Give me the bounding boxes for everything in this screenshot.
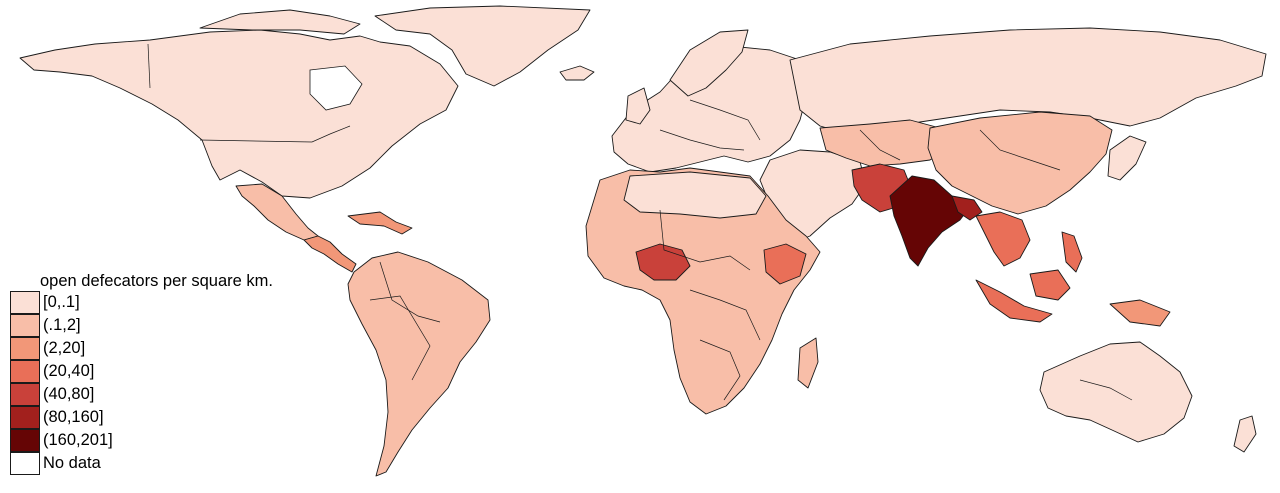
legend-label: (40,80] <box>43 385 95 403</box>
region-iceland <box>559 65 595 81</box>
legend-item: [0,.1] <box>10 291 350 314</box>
legend-label: (.1,2] <box>43 316 81 334</box>
land-layer <box>19 5 1267 477</box>
legend-label: (2,20] <box>43 339 86 357</box>
legend-item: (160,201] <box>10 429 350 452</box>
region-australia <box>1039 341 1193 443</box>
region-philippines <box>1061 231 1083 273</box>
region-china <box>927 111 1113 215</box>
legend-label: [0,.1] <box>43 293 80 311</box>
region-south-america <box>347 251 491 477</box>
legend-item: (80,160] <box>10 406 350 429</box>
region-new-guinea <box>1109 299 1171 327</box>
legend-swatch <box>10 406 40 429</box>
region-indonesia <box>975 279 1053 323</box>
region-japan <box>1107 135 1147 181</box>
region-ethiopia <box>763 243 807 285</box>
legend-item: (40,80] <box>10 383 350 406</box>
region-scandinavia <box>669 29 749 97</box>
legend-swatch <box>10 360 40 383</box>
region-sahara <box>623 171 767 219</box>
legend-swatch <box>10 314 40 337</box>
legend-swatch <box>10 383 40 406</box>
legend-item: (.1,2] <box>10 314 350 337</box>
legend-swatch <box>10 291 40 314</box>
region-central-america <box>303 235 357 273</box>
region-southeast-asia <box>975 211 1031 267</box>
region-africa <box>585 167 821 415</box>
region-borneo <box>1029 269 1071 301</box>
legend-label: (20,40] <box>43 362 95 380</box>
region-canadian-arctic <box>199 9 361 35</box>
legend-item: (2,20] <box>10 337 350 360</box>
region-central-asia <box>819 119 951 167</box>
legend-label: No data <box>43 454 101 472</box>
region-uk <box>625 87 651 125</box>
legend-swatch <box>10 337 40 360</box>
legend-swatch <box>10 452 40 475</box>
region-new-zealand <box>1233 415 1257 453</box>
region-india <box>889 175 973 267</box>
legend-item: (20,40] <box>10 360 350 383</box>
legend-swatch <box>10 429 40 452</box>
region-caribbean <box>347 211 413 235</box>
region-greenland <box>374 5 591 87</box>
map-legend: open defecators per square km. [0,.1] (.… <box>10 271 350 475</box>
hudson-bay <box>309 65 363 111</box>
region-north-america <box>19 29 459 199</box>
internal-borders <box>147 43 1133 401</box>
legend-label: (160,201] <box>43 431 113 449</box>
legend-item: No data <box>10 452 350 475</box>
legend-title: open defecators per square km. <box>40 272 273 290</box>
region-madagascar <box>797 337 819 389</box>
legend-label: (80,160] <box>43 408 104 426</box>
